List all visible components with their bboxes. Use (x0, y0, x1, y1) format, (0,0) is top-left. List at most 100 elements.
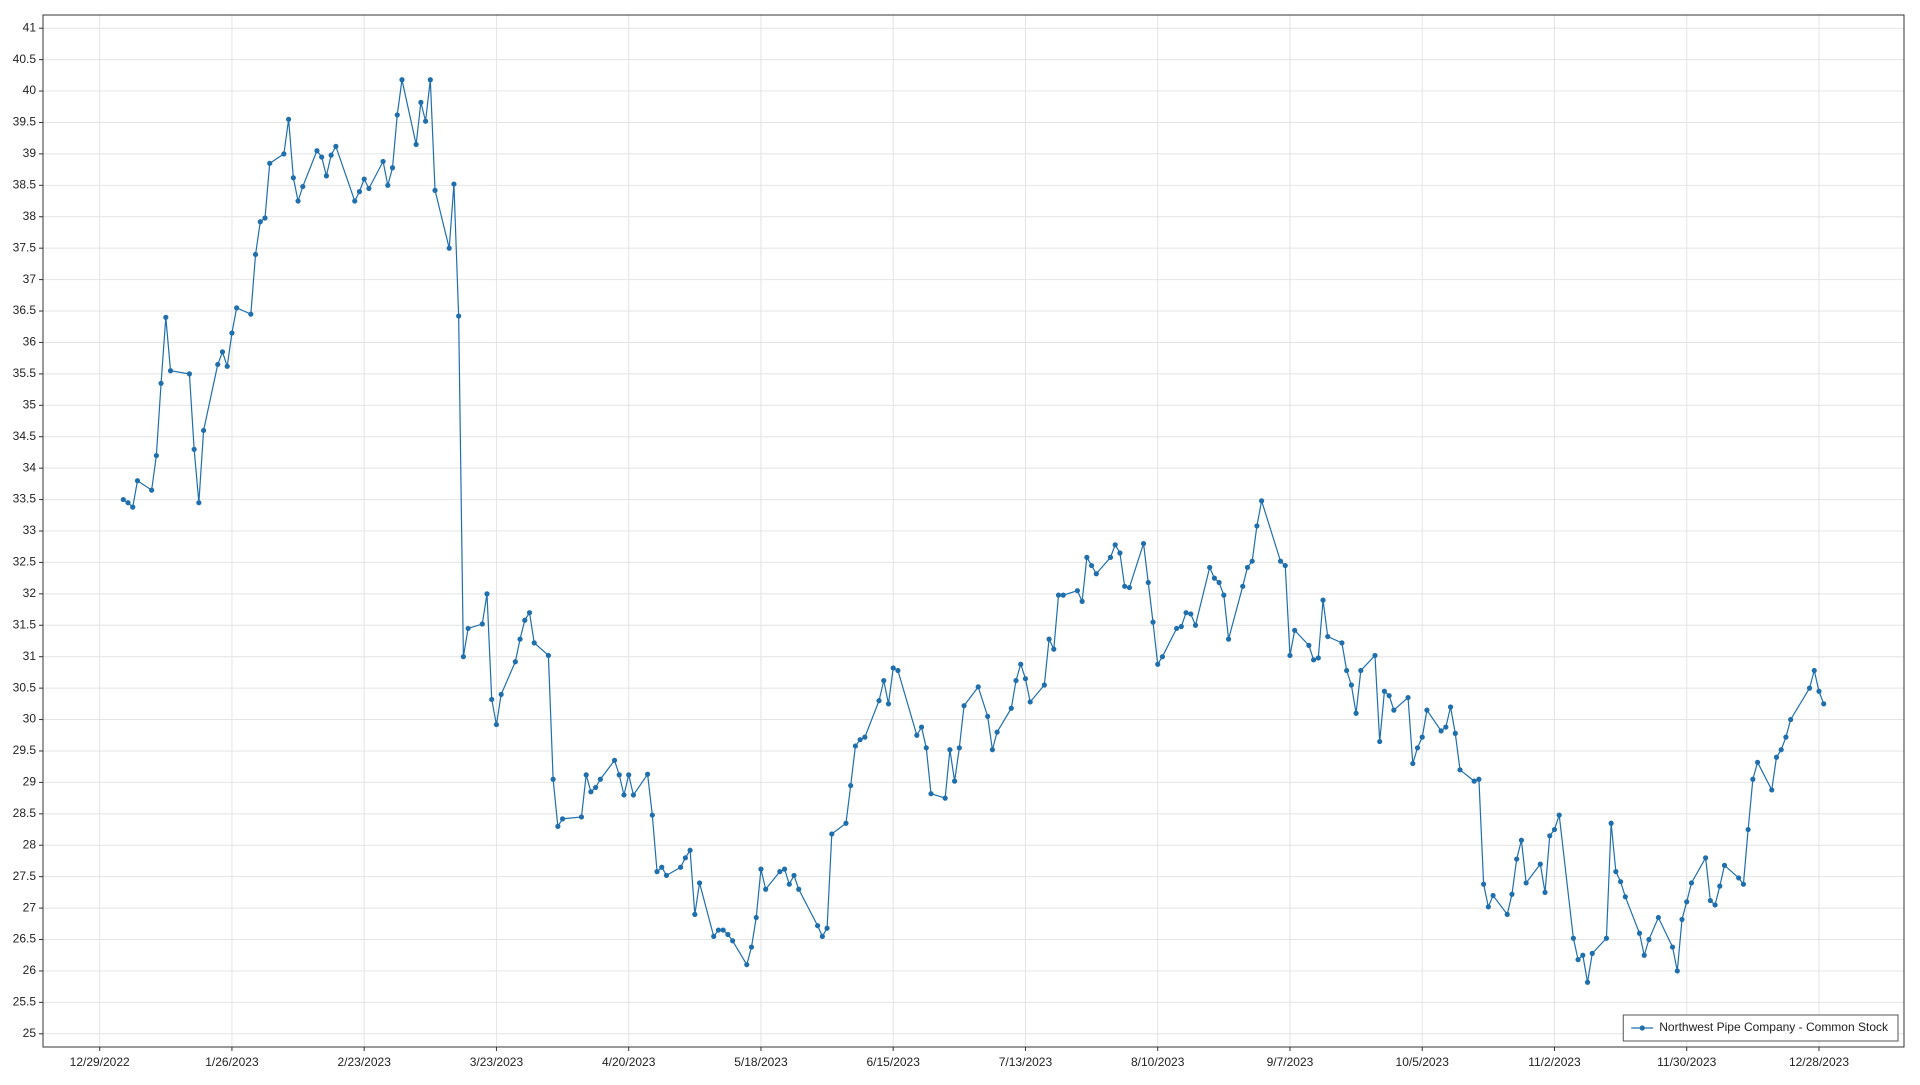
data-point (1093, 571, 1099, 577)
data-point (1277, 558, 1284, 564)
y-tick-label: 30 (23, 712, 37, 726)
data-point (1518, 837, 1525, 843)
data-point (1514, 856, 1520, 862)
data-point (531, 640, 537, 646)
y-tick-label: 36 (23, 335, 37, 349)
data-point (1051, 646, 1057, 652)
data-point (1183, 610, 1189, 616)
data-point (989, 747, 995, 753)
data-point (819, 933, 825, 939)
data-point (361, 176, 367, 182)
data-point (763, 886, 769, 892)
y-tick-label: 35 (23, 397, 37, 411)
data-point (1481, 881, 1487, 887)
data-point (134, 478, 141, 484)
data-point (1292, 627, 1298, 633)
y-tick-label: 30.5 (13, 680, 37, 694)
data-point (1249, 558, 1255, 564)
y-tick-label: 40.5 (13, 52, 37, 66)
data-point (1386, 693, 1392, 699)
data-point (682, 855, 688, 861)
data-point (796, 886, 802, 892)
data-point (696, 880, 703, 886)
data-point (1372, 652, 1378, 659)
x-tick-label: 11/30/2023 (1657, 1055, 1716, 1069)
data-point (1471, 778, 1477, 784)
data-point (1126, 584, 1132, 591)
data-point (1816, 688, 1822, 694)
data-point (843, 820, 849, 826)
data-point (1178, 623, 1184, 630)
data-point (1107, 554, 1114, 560)
data-point (1717, 883, 1723, 889)
y-tick-label: 37.5 (13, 240, 37, 254)
data-point (994, 729, 1000, 735)
data-point (1150, 619, 1156, 625)
x-tick-label: 4/20/2023 (602, 1055, 656, 1069)
data-point (224, 363, 230, 369)
data-point (649, 812, 655, 818)
data-point (748, 944, 755, 950)
data-point (418, 99, 424, 105)
data-point (881, 677, 887, 684)
data-point (1391, 707, 1397, 713)
data-point (1112, 542, 1118, 548)
data-point (777, 869, 783, 875)
data-point (219, 349, 226, 355)
data-point (1424, 707, 1430, 713)
data-point (394, 112, 400, 118)
data-point (512, 659, 518, 665)
data-point (356, 189, 363, 195)
data-point (720, 927, 726, 933)
y-tick-label: 33 (23, 523, 37, 537)
data-point (186, 371, 193, 377)
data-point (1608, 820, 1614, 826)
data-point (659, 864, 665, 870)
data-point (1022, 676, 1029, 682)
data-point (517, 636, 523, 642)
data-point (267, 160, 273, 166)
data-point (1679, 916, 1685, 923)
data-point (1084, 554, 1090, 560)
data-point (1159, 654, 1166, 660)
data-point (300, 183, 306, 190)
data-point (1575, 957, 1581, 963)
data-point (385, 182, 391, 188)
data-point (928, 791, 934, 797)
data-point (451, 181, 457, 187)
data-point (1339, 640, 1345, 646)
data-point (852, 743, 859, 749)
data-point (725, 931, 731, 938)
data-point (1216, 579, 1222, 586)
data-point (1622, 894, 1628, 900)
data-point (1617, 879, 1624, 885)
data-point (578, 814, 585, 820)
data-point (1145, 579, 1151, 586)
x-tick-label: 10/5/2023 (1396, 1055, 1450, 1069)
data-point (413, 141, 419, 148)
data-point (498, 691, 504, 698)
data-point (611, 757, 618, 764)
y-tick-label: 27.5 (13, 869, 37, 883)
y-tick-label: 35.5 (13, 366, 37, 380)
data-point (352, 198, 358, 204)
data-point (1707, 897, 1713, 904)
data-point (1778, 747, 1784, 753)
data-point (1613, 869, 1619, 875)
x-tick-label: 7/13/2023 (999, 1055, 1053, 1069)
data-point (1381, 688, 1388, 694)
legend-marker (1639, 1025, 1645, 1031)
data-point (1419, 734, 1425, 740)
data-point (158, 380, 164, 386)
data-point (286, 116, 292, 122)
data-point (1041, 682, 1047, 688)
data-point (229, 330, 235, 336)
data-point (1088, 562, 1095, 569)
data-point (1542, 889, 1548, 895)
x-tick-label: 2/23/2023 (337, 1055, 391, 1069)
data-point (323, 173, 330, 179)
data-point (1055, 592, 1062, 598)
data-point (1405, 694, 1411, 701)
data-point (1504, 911, 1510, 917)
y-tick-label: 41 (23, 20, 37, 34)
